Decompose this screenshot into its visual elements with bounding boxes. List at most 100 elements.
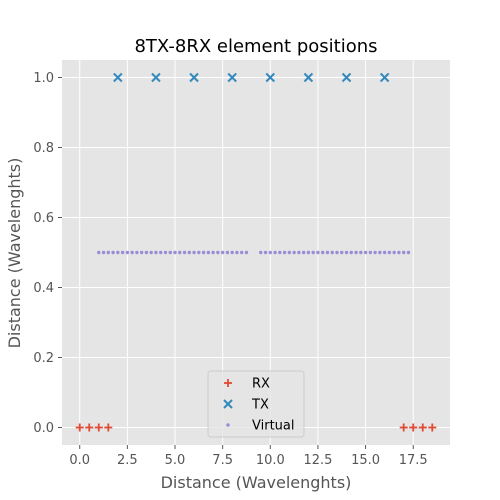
virtual-point [168,250,172,255]
virtual-point [159,250,163,255]
virtual-point [187,250,192,255]
virtual-point [216,250,220,255]
virtual-point [320,250,325,255]
tx-point [189,72,199,83]
x-tick-label: 0.0 [69,453,90,468]
rx-point [94,423,103,432]
rx-point [428,423,437,432]
x-tick-label: 7.5 [212,453,233,468]
virtual-point [330,250,334,255]
virtual-point [335,250,339,255]
virtual-point [135,250,139,255]
virtual-point [316,250,320,255]
tx-point [151,72,161,83]
virtual-point [116,250,120,255]
virtual-point [373,250,377,255]
legend-marker-tx [223,399,233,409]
y-tick-label: 1.0 [33,71,54,86]
virtual-point [225,250,230,255]
virtual-point [387,250,392,255]
virtual-point [363,250,368,255]
x-tick-label: 12.5 [303,453,332,468]
rx-point [85,423,94,432]
virtual-point [120,250,125,255]
virtual-point [154,250,158,255]
virtual-point [325,250,330,255]
legend-label: Virtual [252,419,294,434]
x-tick-label: 2.5 [117,453,138,468]
y-axis-label: Distance (Wavelenghts) [5,158,24,349]
y-tick-label: 0.6 [33,211,54,226]
virtual-point [244,250,249,255]
virtual-point [382,250,387,255]
virtual-point [344,250,349,255]
virtual-point [163,250,168,255]
legend-marker-rx [224,379,232,387]
virtual-point [197,250,201,255]
virtual-point [406,250,411,255]
legend-label: TX [251,398,269,413]
virtual-point [349,250,353,255]
data-points [75,72,437,432]
virtual-point [211,250,215,255]
rx-point [399,423,408,432]
legend-marker-virtual [226,423,230,427]
x-axis-label: Distance (Wavelenghts) [161,473,352,492]
rx-point [75,423,84,432]
virtual-point [282,250,287,255]
rx-point [409,423,418,432]
virtual-point [359,250,363,255]
x-axis-ticks: 0.0 2.5 5.0 7.5 10.0 12.5 15.0 17.5 [69,445,428,468]
virtual-point [368,250,373,255]
virtual-point [259,250,263,255]
virtual-point [235,250,239,255]
tx-point [113,72,123,83]
x-tick-label: 10.0 [256,453,285,468]
virtual-point [144,250,149,255]
virtual-point [297,250,301,255]
y-axis-ticks: 0.0 0.2 0.4 0.6 0.8 1.0 [33,71,62,436]
chart-title: 8TX-8RX element positions [134,36,377,57]
virtual-point [397,250,401,255]
legend-label: RX [252,377,270,392]
legend-item-virtual: Virtual [226,419,294,434]
legend-item-tx: TX [223,398,269,413]
tx-point [341,72,352,83]
virtual-point [97,250,101,255]
series-tx [113,72,390,83]
virtual-point [206,250,211,255]
virtual-point [178,250,182,255]
virtual-point [273,250,277,255]
tx-point [379,72,390,83]
virtual-point [287,250,292,255]
virtual-point [268,250,272,255]
virtual-point [182,250,187,255]
virtual-point [401,250,406,255]
y-tick-label: 0.2 [33,351,54,366]
virtual-point [311,250,315,255]
series-virtual [97,250,411,255]
series-rx [75,423,437,432]
tx-point [265,72,275,83]
legend-item-rx: RX [224,377,270,392]
virtual-point [278,250,282,255]
virtual-point [354,250,358,255]
virtual-point [392,250,396,255]
virtual-point [125,250,130,255]
virtual-point [292,250,296,255]
virtual-point [106,250,111,255]
virtual-point [220,250,225,255]
virtual-point [301,250,306,255]
virtual-point [192,250,196,255]
virtual-point [149,250,153,255]
y-tick-label: 0.8 [33,141,54,156]
legend-box [207,370,305,438]
virtual-point [263,250,268,255]
virtual-point [130,250,134,255]
rx-point [418,423,427,432]
virtual-point [201,250,206,255]
virtual-point [306,250,311,255]
virtual-point [101,250,106,255]
virtual-point [378,250,382,255]
